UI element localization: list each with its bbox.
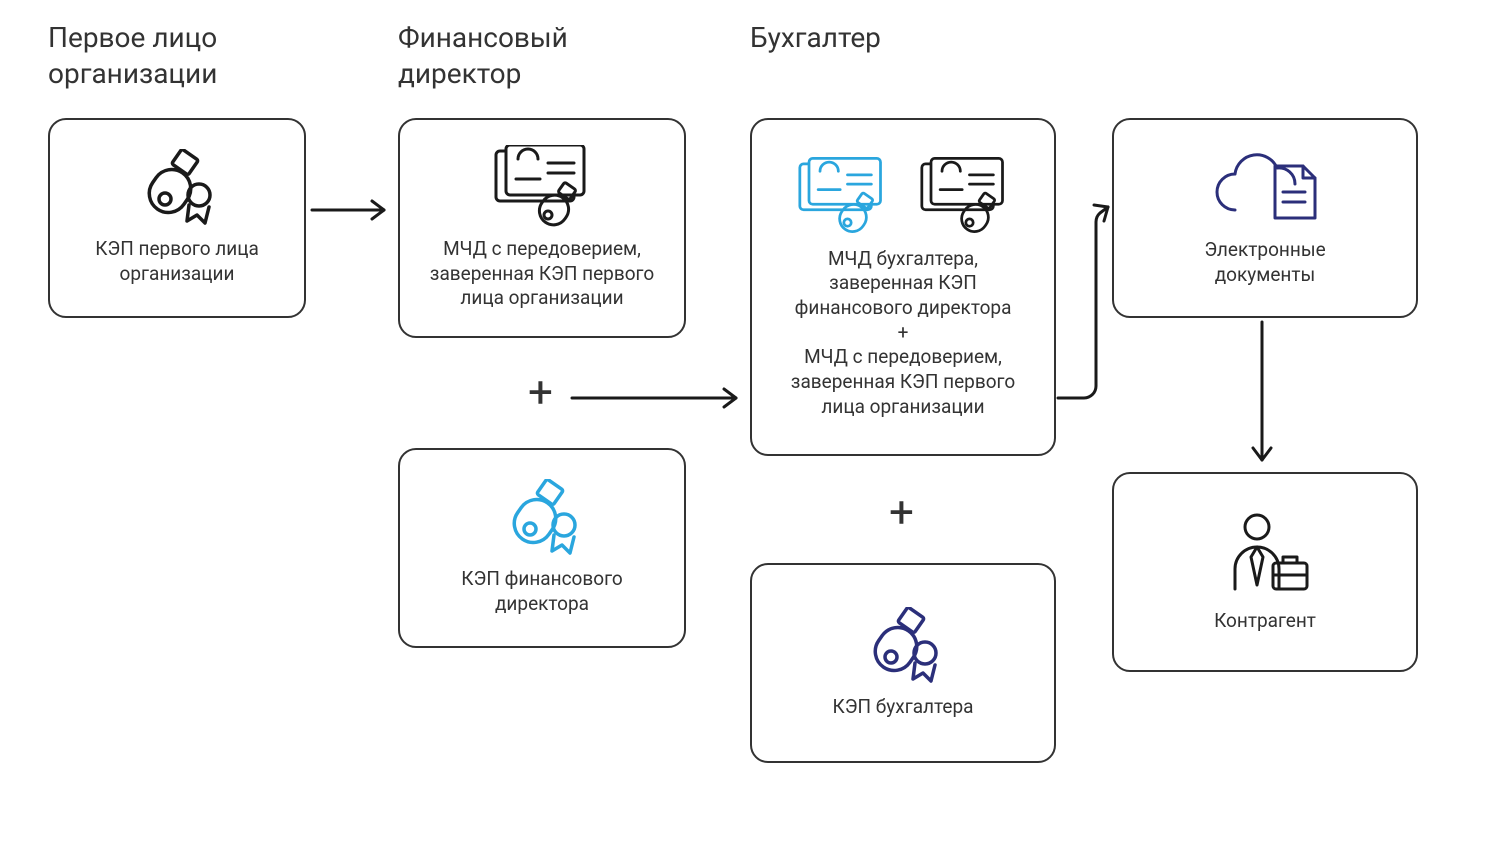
col3-header: Бухгалтер <box>750 20 881 56</box>
arrow-2 <box>566 383 750 413</box>
person-briefcase-icon <box>1215 511 1315 599</box>
usb-seal-blue-icon <box>492 479 592 557</box>
card-kep-acc: КЭП бухгалтера <box>750 563 1056 763</box>
card-kep-fin-label: КЭП финансового директора <box>461 567 622 616</box>
plus-mark-2: + <box>889 490 914 534</box>
col2-header: Финансовый директор <box>398 20 568 93</box>
card-kep-first-label: КЭП первого лица организации <box>95 237 259 286</box>
card-kep-acc-label: КЭП бухгалтера <box>833 695 974 720</box>
plus-mark-1: + <box>528 370 553 414</box>
card-counterparty: Контрагент <box>1112 472 1418 672</box>
card-mchd-fin: МЧД с передоверием, заверенная КЭП перво… <box>398 118 686 338</box>
card-edocs-label: Электронные документы <box>1204 238 1325 287</box>
card-mchd-acc: МЧД бухгалтера, заверенная КЭП финансово… <box>750 118 1056 456</box>
arrow-4-down <box>1247 318 1277 476</box>
col1-header: Первое лицо организации <box>48 20 217 93</box>
usb-seal-icon <box>127 149 227 227</box>
arrow-1 <box>306 195 398 225</box>
id-card-usb-icon <box>482 145 602 227</box>
card-mchd-fin-label: МЧД с передоверием, заверенная КЭП перво… <box>430 237 654 311</box>
arrow-3-elbow <box>1056 195 1116 415</box>
card-kep-fin: КЭП финансового директора <box>398 448 686 648</box>
usb-seal-navy-icon <box>853 607 953 685</box>
card-kep-first: КЭП первого лица организации <box>48 118 306 318</box>
card-edocs: Электронные документы <box>1112 118 1418 318</box>
cloud-doc-icon <box>1205 148 1325 228</box>
card-mchd-acc-label: МЧД бухгалтера, заверенная КЭП финансово… <box>791 247 1015 420</box>
id-card-usb-pair-icon <box>787 155 1019 237</box>
card-counterparty-label: Контрагент <box>1214 609 1316 634</box>
